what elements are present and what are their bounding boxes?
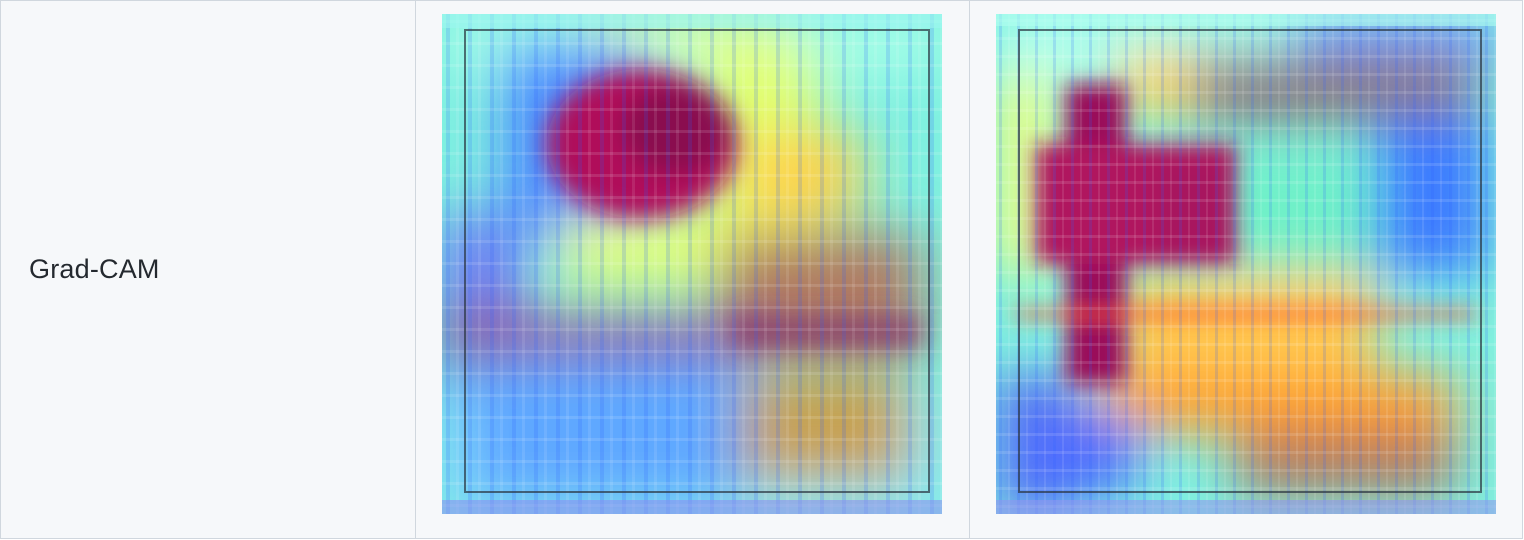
grad-cam-heatmap-2 bbox=[996, 14, 1496, 514]
image-cell-2 bbox=[970, 1, 1522, 538]
row-label-cell: Grad-CAM bbox=[1, 1, 416, 538]
grad-cam-heatmap-1 bbox=[442, 14, 942, 514]
image-cell-1 bbox=[416, 1, 970, 538]
row-label: Grad-CAM bbox=[29, 254, 160, 284]
